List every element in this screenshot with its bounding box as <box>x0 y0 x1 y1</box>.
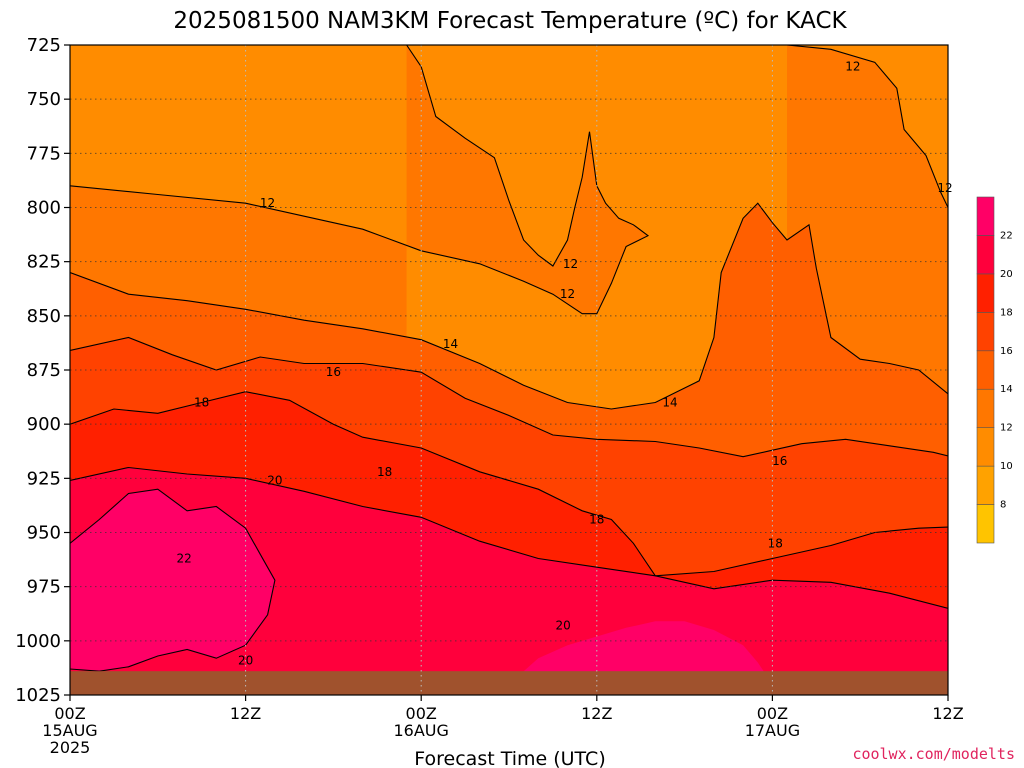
y-tick-label-950: 950 <box>27 523 61 544</box>
x-tick-label-24: 00Z <box>406 704 437 723</box>
colorbar-swatch-22 <box>976 196 995 236</box>
contour-label-2: 12 <box>560 287 575 301</box>
contour-line-12-1 <box>786 45 948 210</box>
colorbar-swatch-6 <box>976 504 995 544</box>
x-tick-date-24: 16AUG <box>393 721 448 740</box>
colorbar-swatch-12 <box>976 388 995 428</box>
colorbar-swatch-16 <box>976 312 995 352</box>
band-22-plus <box>70 489 275 672</box>
colorbar-swatch-18 <box>976 273 995 313</box>
y-tick-label-800: 800 <box>27 198 61 219</box>
contour-label-15: 20 <box>238 653 253 667</box>
contour-label-5: 14 <box>443 337 458 351</box>
y-tick-label-850: 850 <box>27 306 61 327</box>
colorbar-tick-18: 18 <box>1000 307 1013 318</box>
y-tick-label-900: 900 <box>27 414 61 435</box>
x-axis-label: Forecast Time (UTC) <box>414 748 605 768</box>
x-tick-label-48: 00Z <box>757 704 788 723</box>
colorbar-tick-10: 10 <box>1000 461 1013 472</box>
colorbar-tick-22: 22 <box>1000 230 1013 241</box>
colorbar-tick-8: 8 <box>1000 500 1006 511</box>
colorbar-swatch-20 <box>976 235 995 275</box>
contour-label-16: 22 <box>176 552 191 566</box>
contour-line-20-5 <box>70 466 948 609</box>
contour-label-8: 16 <box>772 454 787 468</box>
contour-label-9: 18 <box>194 396 209 410</box>
contour-line-14-2 <box>70 202 948 410</box>
y-tick-label-925: 925 <box>27 468 61 489</box>
ground-fill <box>70 671 948 695</box>
colorbar-tick-12: 12 <box>1000 423 1013 434</box>
y-tick-label-825: 825 <box>27 252 61 273</box>
y-tick-label-1000: 1000 <box>15 631 61 652</box>
x-tick-label-60: 12Z <box>932 704 963 723</box>
contour-label-12: 18 <box>768 536 783 550</box>
contour-line-18-4 <box>70 391 948 577</box>
contour-label-3: 12 <box>845 60 860 74</box>
contour-label-14: 20 <box>556 619 571 633</box>
contour-label-0: 12 <box>260 196 275 210</box>
y-tick-label-750: 750 <box>27 89 61 110</box>
contour-label-1: 12 <box>563 257 578 271</box>
x-tick-label-36: 12Z <box>581 704 612 723</box>
colorbar-tick-14: 14 <box>1000 384 1013 395</box>
colorbar-tick-20: 20 <box>1000 269 1013 280</box>
y-tick-label-775: 775 <box>27 143 61 164</box>
chart-title: 2025081500 NAM3KM Forecast Temperature (… <box>173 8 847 34</box>
contour-label-6: 14 <box>662 396 677 410</box>
colorbar: 8 10 12 14 16 18 20 22 <box>976 196 1013 544</box>
credit-text: coolwx.com/modelts <box>852 745 1015 763</box>
colorbar-swatch-14 <box>976 350 995 390</box>
contour-line-22-6 <box>70 488 276 672</box>
grid-lines <box>70 45 948 695</box>
contour-label-10: 18 <box>377 465 392 479</box>
colorbar-swatch-10 <box>976 427 995 467</box>
contour-label-7: 16 <box>326 365 341 379</box>
contour-fill-group <box>70 45 948 695</box>
contour-label-13: 20 <box>267 474 282 488</box>
warm-pocket-22 <box>509 621 773 685</box>
x-tick-year-0: 2025 <box>50 738 91 757</box>
x-tick-date-0: 15AUG <box>42 721 97 740</box>
y-tick-label-975: 975 <box>27 577 61 598</box>
contour-line-16-3 <box>70 336 948 458</box>
colorbar-tick-16: 16 <box>1000 346 1013 357</box>
y-tick-label-1025: 1025 <box>15 685 61 706</box>
x-tick-date-48: 17AUG <box>745 721 800 740</box>
contour-label-4: 12 <box>937 181 952 195</box>
colorbar-swatch-8 <box>976 465 995 505</box>
x-tick-label-12: 12Z <box>230 704 261 723</box>
y-tick-label-875: 875 <box>27 360 61 381</box>
contour-label-11: 18 <box>589 513 604 527</box>
plot-area: 12 12 12 12 12 14 14 16 16 18 18 18 18 20 20 20 22 725 750… <box>15 35 964 757</box>
y-tick-label-725: 725 <box>27 35 61 56</box>
x-tick-label-0: 00Z <box>54 704 85 723</box>
